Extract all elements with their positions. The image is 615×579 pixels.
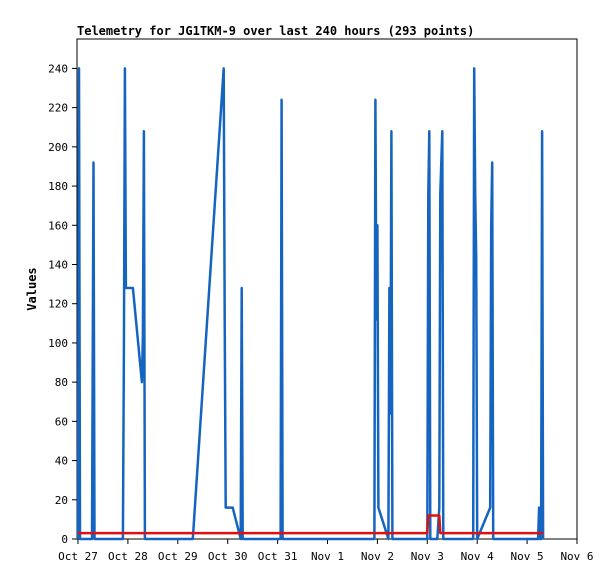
x-axis: Oct 27 Oct 28 Oct 29 Oct 30 Oct 31 Nov 1 Nov 2… — [58, 539, 594, 563]
y-tick-label: 220 — [48, 102, 68, 115]
x-tick-label: Oct 29 — [158, 550, 198, 563]
y-tick-label: 80 — [55, 376, 68, 389]
y-tick-label: 140 — [48, 258, 68, 271]
x-tick-label: Nov 4 — [461, 550, 494, 563]
y-axis-label: Values — [25, 267, 39, 310]
y-tick-label: 240 — [48, 62, 68, 75]
plot-area — [76, 38, 578, 540]
y-tick-label: 160 — [48, 219, 68, 232]
x-tick-label: Nov 2 — [361, 550, 394, 563]
series-line-2 — [78, 514, 544, 535]
x-tick-label: Oct 28 — [108, 550, 148, 563]
y-tick-label: 180 — [48, 180, 68, 193]
x-tick-label: Nov 5 — [511, 550, 544, 563]
series-layer — [76, 67, 545, 541]
y-tick-label: 20 — [55, 494, 68, 507]
y-tick-label: 40 — [55, 455, 68, 468]
y-tick-label: 0 — [61, 533, 68, 546]
x-tick-label: Nov 1 — [311, 550, 344, 563]
y-tick-label: 100 — [48, 337, 68, 350]
x-tick-label: Nov 6 — [560, 550, 593, 563]
x-tick-label: Oct 30 — [208, 550, 248, 563]
y-tick-label: 60 — [55, 415, 68, 428]
x-tick-label: Nov 3 — [411, 550, 444, 563]
x-tick-label: Oct 31 — [258, 550, 298, 563]
chart-title: Telemetry for JG1TKM-9 over last 240 hou… — [77, 24, 474, 38]
y-axis: 0 20 40 60 80 100 120 140 160 180 200 220 240 — [48, 62, 77, 546]
y-tick-label: 120 — [48, 298, 68, 311]
series-line-1 — [76, 67, 545, 541]
y-tick-label: 200 — [48, 141, 68, 154]
x-tick-label: Oct 27 — [58, 550, 98, 563]
